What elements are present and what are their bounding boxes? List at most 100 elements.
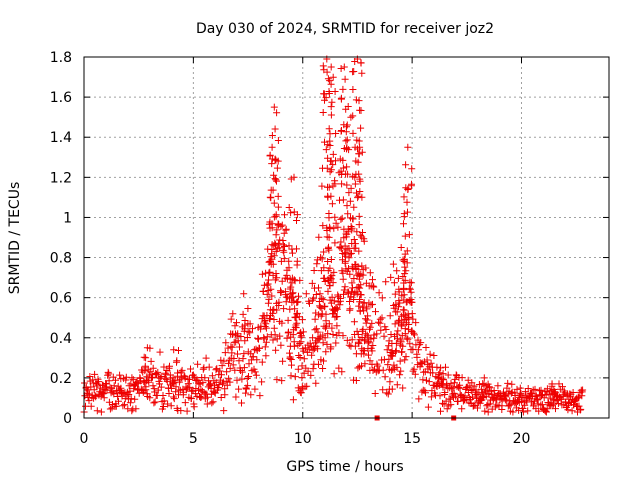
data-point	[337, 245, 345, 253]
data-point	[132, 405, 140, 413]
data-point	[504, 379, 512, 387]
data-point	[406, 340, 414, 348]
data-point	[265, 295, 273, 303]
data-point	[350, 318, 358, 326]
data-point	[231, 322, 239, 330]
data-point	[331, 177, 339, 185]
data-point	[297, 338, 305, 346]
y-tick-label: 0	[63, 411, 72, 427]
data-point	[326, 77, 334, 85]
data-point	[308, 279, 316, 287]
data-point	[262, 320, 270, 328]
data-point	[357, 59, 365, 67]
data-point	[355, 302, 363, 310]
data-point	[177, 407, 185, 415]
data-point	[368, 347, 376, 355]
data-point	[325, 125, 333, 133]
data-point	[480, 374, 488, 382]
data-point	[216, 367, 224, 375]
data-point	[251, 385, 259, 393]
data-point	[278, 319, 286, 327]
data-point	[414, 346, 422, 354]
data-point	[575, 402, 583, 410]
data-point	[347, 214, 354, 222]
data-point	[326, 137, 334, 145]
data-point	[472, 386, 480, 394]
data-point	[360, 235, 368, 243]
data-point	[346, 270, 354, 278]
data-point	[329, 182, 337, 190]
data-point	[394, 335, 402, 343]
data-point	[254, 334, 262, 342]
data-point	[312, 291, 320, 298]
data-point	[229, 310, 237, 318]
data-point	[307, 371, 315, 379]
data-point	[442, 363, 449, 371]
data-point	[184, 380, 192, 388]
y-tick-label: 0.4	[50, 331, 72, 347]
data-point	[280, 248, 288, 256]
data-point	[429, 369, 437, 377]
data-point	[261, 317, 269, 324]
data-point	[490, 387, 498, 394]
data-point	[404, 335, 412, 343]
data-point	[245, 373, 252, 380]
data-point	[345, 146, 353, 154]
data-point	[339, 196, 347, 204]
data-point	[458, 374, 466, 382]
data-point	[309, 334, 317, 342]
data-point	[270, 171, 278, 179]
data-point	[267, 285, 275, 293]
data-point	[244, 320, 252, 328]
data-point	[288, 361, 295, 369]
data-point	[339, 269, 347, 277]
data-point	[273, 306, 281, 314]
data-point	[230, 355, 238, 362]
data-point	[401, 356, 409, 364]
data-point	[357, 124, 365, 132]
data-point	[378, 294, 386, 302]
data-point	[334, 223, 342, 231]
data-point	[239, 310, 247, 318]
data-point	[356, 296, 364, 303]
data-point	[167, 402, 175, 410]
data-point	[273, 164, 281, 172]
data-point	[340, 286, 348, 294]
data-point	[160, 403, 167, 410]
data-point	[348, 240, 356, 247]
data-point	[332, 219, 340, 227]
data-point	[309, 346, 317, 354]
data-point	[313, 325, 321, 333]
data-point	[348, 336, 356, 344]
data-point	[181, 399, 189, 407]
data-point	[159, 392, 167, 399]
data-point	[343, 123, 350, 131]
data-point	[337, 215, 345, 223]
data-point	[246, 329, 254, 337]
data-point	[265, 269, 273, 277]
data-point	[398, 348, 406, 356]
data-point	[325, 246, 333, 254]
data-point	[354, 331, 362, 338]
data-point	[486, 384, 494, 392]
data-point	[328, 200, 336, 208]
data-point	[304, 367, 312, 375]
x-tick-labels: 0 5 10 15 20	[80, 431, 531, 447]
data-point	[405, 321, 413, 328]
data-point	[568, 407, 576, 415]
data-point	[294, 365, 302, 373]
data-point	[321, 334, 329, 342]
data-point	[425, 363, 433, 371]
data-point	[329, 331, 337, 338]
data-point	[324, 330, 332, 338]
data-point	[338, 368, 346, 376]
data-point	[91, 392, 99, 400]
data-point	[217, 356, 225, 364]
data-point	[342, 137, 350, 145]
data-point	[277, 287, 284, 295]
data-point	[297, 332, 305, 340]
data-point	[221, 349, 229, 357]
data-point	[375, 289, 383, 297]
data-point	[283, 334, 291, 342]
data-point	[273, 109, 281, 117]
